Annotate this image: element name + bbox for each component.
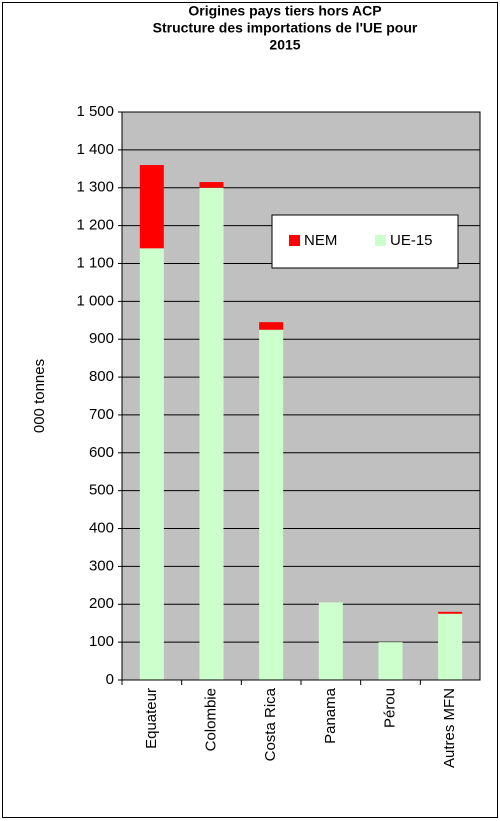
y-tick-label: 1 500	[76, 103, 114, 120]
y-tick-label: 1 300	[76, 179, 114, 196]
chart-title: Origines pays tiers hors ACP	[188, 3, 381, 19]
bar-segment	[259, 322, 284, 330]
y-tick-label: 1 000	[76, 292, 114, 309]
bar-segment	[318, 602, 343, 680]
x-tick-label: Colombie	[202, 688, 219, 751]
x-tick-label: Panama	[322, 687, 339, 744]
plot-area	[121, 111, 481, 681]
bar-segment	[438, 611, 463, 614]
legend-swatch	[289, 235, 300, 246]
y-tick-label: 400	[89, 520, 114, 537]
y-tick-label: 1 400	[76, 141, 114, 158]
y-tick-label: 200	[89, 595, 114, 612]
bar-segment	[139, 165, 164, 249]
bar-segment	[378, 642, 403, 680]
y-tick-label: 0	[106, 671, 114, 688]
legend-label: NEM	[304, 232, 337, 249]
y-axis-label: 000 tonnes	[31, 359, 48, 433]
y-tick-label: 1 100	[76, 254, 114, 271]
y-tick-label: 300	[89, 557, 114, 574]
x-tick-label: Equateur	[143, 688, 160, 749]
bar-segment	[199, 182, 224, 188]
x-tick-label: Autres MFN	[441, 688, 458, 768]
y-tick-label: 500	[89, 482, 114, 499]
y-tick-label: 600	[89, 444, 114, 461]
y-tick-label: 1 200	[76, 217, 114, 234]
bar-segment	[259, 329, 284, 680]
bar-segment	[438, 613, 463, 680]
bar-segment	[199, 187, 224, 680]
y-tick-label: 900	[89, 330, 114, 347]
x-tick-label: Pérou	[381, 688, 398, 728]
y-tick-label: 700	[89, 406, 114, 423]
chart-title: 2015	[269, 37, 300, 53]
x-tick-label: Costa Rica	[262, 687, 279, 761]
chart-title: Structure des importations de l'UE pour	[153, 20, 418, 36]
y-tick-label: 800	[89, 368, 114, 385]
legend-box	[271, 214, 459, 269]
bar-segment	[139, 248, 164, 680]
y-tick-label: 100	[89, 633, 114, 650]
legend-swatch	[375, 235, 386, 246]
legend-label: UE-15	[390, 232, 433, 249]
